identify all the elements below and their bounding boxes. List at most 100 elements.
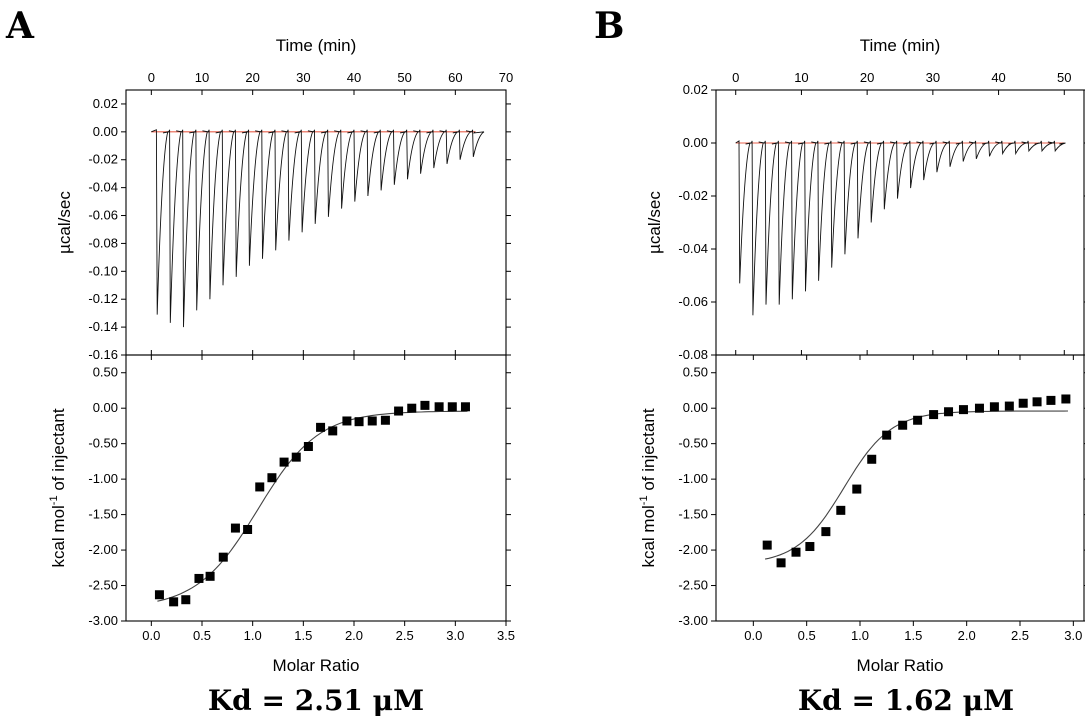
- x-tick-label: 2.0: [958, 628, 976, 643]
- y-tick-label: -3.00: [88, 613, 118, 628]
- data-point: [974, 403, 984, 413]
- data-point: [1032, 397, 1042, 407]
- y-tick-label: -3.00: [678, 613, 708, 628]
- data-point: [929, 410, 939, 420]
- data-point: [1046, 395, 1056, 405]
- data-point: [291, 452, 301, 462]
- y-tick-label: -2.00: [88, 542, 118, 557]
- x-axis-title: Molar Ratio: [273, 656, 360, 675]
- data-point: [205, 571, 215, 581]
- y-tick-label: -0.02: [678, 188, 708, 203]
- data-point: [434, 402, 444, 412]
- y-tick-label: -0.08: [678, 347, 708, 362]
- y-tick-label: -0.14: [88, 319, 118, 334]
- y-axis-title-part: of injectant: [639, 408, 658, 495]
- y-tick-label: 0.00: [683, 135, 708, 150]
- y-axis-title-part: kcal mol: [49, 505, 68, 567]
- y-tick-label: -1.50: [678, 507, 708, 522]
- data-point: [867, 454, 877, 464]
- x-tick-label: 3.0: [446, 628, 464, 643]
- data-point: [230, 523, 240, 533]
- x-tick-label: 2.5: [396, 628, 414, 643]
- binding-isotherm-chart-a: 0.0 0.5 1.0 1.5 2.0 2.5 3.0 3.5 0.50 0.00 -0.50 -1.…: [48, 354, 515, 675]
- y-axis-title: kcal mol-1 of injectant: [48, 408, 68, 567]
- plot-frame: [715, 354, 1085, 622]
- y-tick-label: -0.12: [88, 291, 118, 306]
- data-point: [913, 415, 923, 425]
- x-tick-label: 2.0: [345, 628, 363, 643]
- thermogram-trace: [151, 129, 485, 328]
- data-point: [447, 402, 457, 412]
- data-point: [342, 416, 352, 426]
- x-tick-label: 20: [245, 70, 259, 85]
- y-tick-label: -2.50: [88, 578, 118, 593]
- data-point: [243, 524, 253, 534]
- y-tick-label: 0.00: [93, 400, 118, 415]
- y-tick-label: -0.06: [678, 294, 708, 309]
- data-point: [169, 597, 179, 607]
- data-point: [958, 405, 968, 415]
- data-point: [989, 402, 999, 412]
- y-axis-title: kcal mol-1 of injectant: [638, 408, 658, 567]
- x-tick-label: 70: [499, 70, 513, 85]
- x-tick-label: 30: [926, 70, 940, 85]
- x-tick-label: 10: [195, 70, 209, 85]
- x-tick-label: 40: [347, 70, 361, 85]
- y-axis-title-part: kcal mol: [639, 505, 658, 567]
- x-axis-title: Time (min): [276, 36, 357, 55]
- y-axis-title: µcal/sec: [55, 191, 74, 254]
- data-point: [944, 407, 954, 417]
- y-tick-label: -0.16: [88, 347, 118, 362]
- x-tick-label: 30: [296, 70, 310, 85]
- data-point: [255, 482, 265, 492]
- x-tick-label: 1.0: [851, 628, 869, 643]
- y-tick-label: -0.06: [88, 208, 118, 223]
- x-tick-label: 3.0: [1064, 628, 1082, 643]
- x-tick-label: 0: [148, 70, 155, 85]
- data-point: [762, 540, 772, 550]
- kd-label-b: Kd = 1.62 μM: [798, 684, 1014, 717]
- data-point: [267, 473, 277, 483]
- x-tick-label: 40: [991, 70, 1005, 85]
- data-point: [407, 403, 417, 413]
- fit-curve: [157, 410, 468, 602]
- panel-label-a: A: [5, 5, 35, 47]
- y-tick-label: -0.50: [88, 436, 118, 451]
- data-point: [898, 420, 908, 430]
- data-point: [194, 573, 204, 583]
- thermogram-chart-a: 0 10 20 30 40 50 60 70 0.02 0.00 -0.02 -0.04 -0.06 -0…: [55, 36, 513, 362]
- y-tick-label: 0.02: [93, 96, 118, 111]
- x-axis-title: Molar Ratio: [857, 656, 944, 675]
- data-point: [279, 457, 289, 467]
- y-tick-label: 0.00: [683, 400, 708, 415]
- data-point: [181, 595, 191, 605]
- y-tick-label: -2.00: [678, 542, 708, 557]
- data-point: [460, 402, 470, 412]
- y-axis-title-part: of injectant: [49, 408, 68, 495]
- y-tick-label: -0.50: [678, 436, 708, 451]
- x-tick-label: 0.5: [193, 628, 211, 643]
- y-axis-title-superscript: -1: [638, 495, 650, 505]
- data-point: [303, 442, 313, 452]
- data-point: [316, 422, 326, 432]
- data-point: [791, 547, 801, 557]
- x-tick-label: 0: [732, 70, 739, 85]
- x-tick-label: 50: [397, 70, 411, 85]
- y-tick-label: 0.50: [683, 365, 708, 380]
- x-tick-label: 1.0: [244, 628, 262, 643]
- data-point: [420, 400, 430, 410]
- fit-curve: [764, 410, 1069, 560]
- y-tick-label: -1.00: [88, 471, 118, 486]
- x-tick-label: 0.5: [798, 628, 816, 643]
- x-tick-label: 2.5: [1011, 628, 1029, 643]
- x-tick-label: 1.5: [904, 628, 922, 643]
- y-tick-label: -0.10: [88, 263, 118, 278]
- panel-label-b: B: [594, 5, 624, 47]
- x-tick-label: 50: [1057, 70, 1071, 85]
- data-point: [821, 527, 831, 537]
- data-point: [218, 552, 228, 562]
- data-point: [394, 406, 404, 416]
- y-axis-title-superscript: -1: [48, 495, 60, 505]
- plot-frame: [125, 354, 507, 622]
